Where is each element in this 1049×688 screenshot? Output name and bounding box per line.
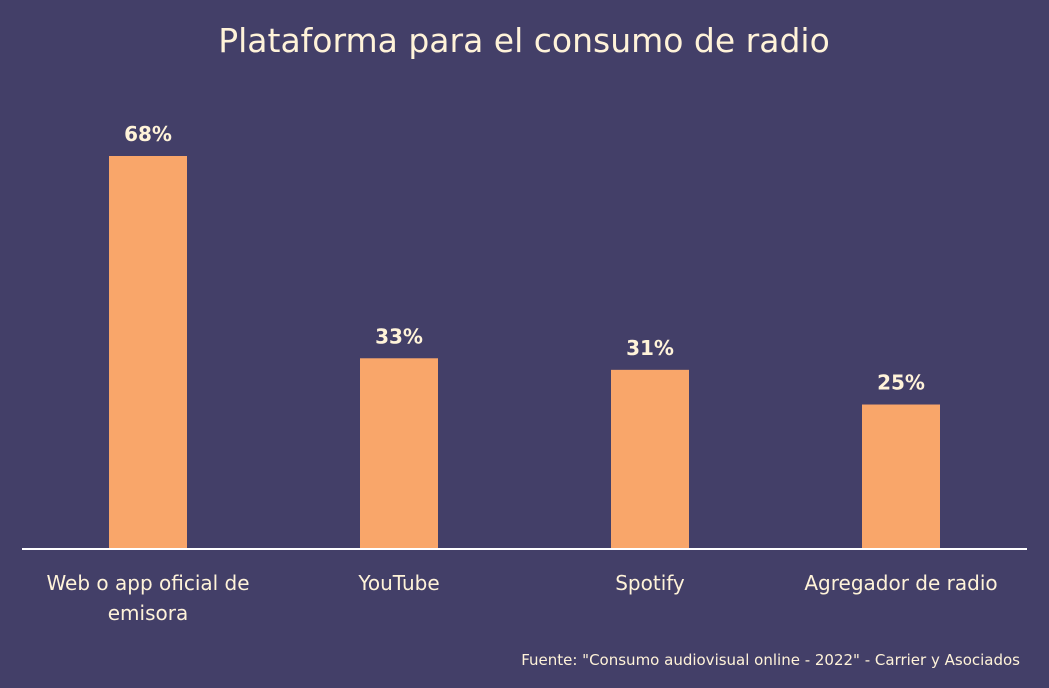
- category-label-line: YouTube: [357, 571, 439, 595]
- category-label-line: Agregador de radio: [804, 571, 997, 595]
- category-labels-group: Web o app oficial de emisora YouTube Spotif…: [46, 571, 997, 625]
- value-labels-group: 68% 33% 31% 25%: [124, 122, 925, 395]
- bars-group: [109, 156, 940, 549]
- category-label-line: Web o app oficial de: [46, 571, 249, 595]
- bar-1: [360, 358, 438, 549]
- category-label-line: Spotify: [615, 571, 685, 595]
- bar-2: [611, 369, 689, 549]
- source-note: Fuente: "Consumo audiovisual online - 20…: [521, 651, 1020, 669]
- value-label-1: 33%: [375, 324, 423, 348]
- category-label-0: Web o app oficial de emisora: [46, 571, 249, 625]
- bar-3: [862, 404, 940, 549]
- value-label-0: 68%: [124, 122, 172, 146]
- value-label-2: 31%: [626, 336, 674, 360]
- bar-0: [109, 156, 187, 549]
- category-label-1: YouTube: [357, 571, 439, 595]
- category-label-line: emisora: [108, 601, 188, 625]
- value-label-3: 25%: [877, 371, 925, 395]
- chart-title: Plataforma para el consumo de radio: [218, 21, 830, 60]
- category-label-3: Agregador de radio: [804, 571, 997, 595]
- category-label-2: Spotify: [615, 571, 685, 595]
